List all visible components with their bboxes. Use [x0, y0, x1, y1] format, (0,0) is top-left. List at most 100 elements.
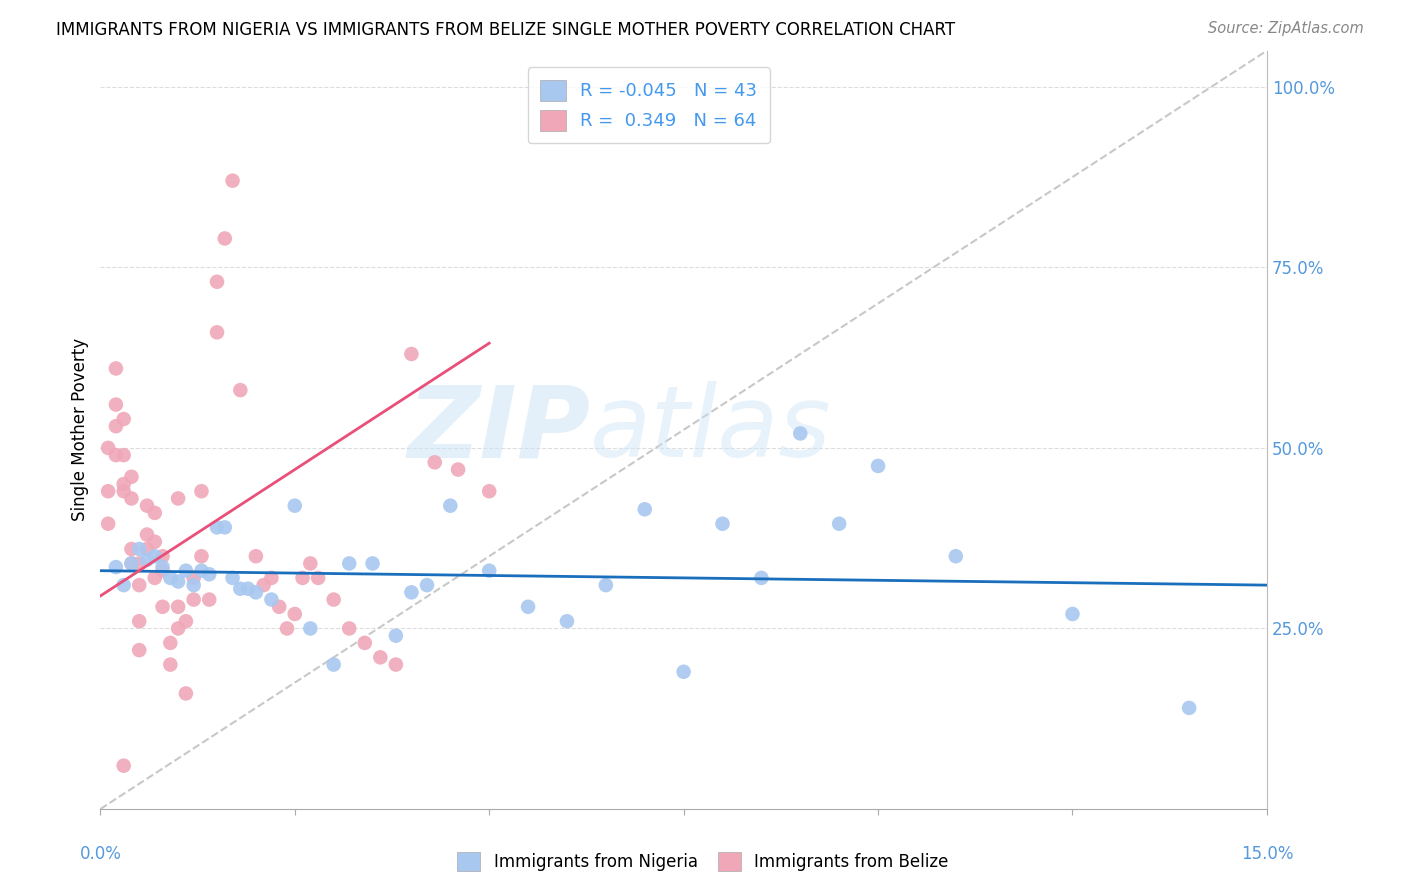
Point: [183, 571, 205, 585]
Point: [269, 599, 291, 614]
Point: [159, 636, 181, 650]
Point: [253, 578, 276, 592]
Point: [205, 326, 228, 340]
Point: [112, 758, 135, 772]
Point: [120, 491, 142, 506]
Point: [104, 419, 127, 434]
Point: [174, 614, 197, 628]
Point: [205, 520, 228, 534]
Point: [143, 506, 166, 520]
Point: [221, 174, 243, 188]
Point: [322, 592, 344, 607]
Point: [423, 455, 446, 469]
Point: [205, 275, 228, 289]
Point: [214, 520, 236, 534]
Point: [183, 578, 205, 592]
Text: atlas: atlas: [591, 382, 832, 478]
Point: [291, 571, 314, 585]
Point: [136, 527, 159, 541]
Point: [401, 585, 423, 599]
Point: [214, 231, 236, 245]
Point: [190, 549, 212, 564]
Point: [128, 614, 150, 628]
Point: [143, 571, 166, 585]
Point: [595, 578, 617, 592]
Point: [361, 557, 384, 571]
Point: [97, 516, 120, 531]
Point: [143, 534, 166, 549]
Point: [136, 541, 159, 556]
Legend: R = -0.045   N = 43, R =  0.349   N = 64: R = -0.045 N = 43, R = 0.349 N = 64: [527, 67, 769, 144]
Point: [190, 564, 212, 578]
Point: [112, 477, 135, 491]
Point: [112, 412, 135, 426]
Point: [143, 549, 166, 564]
Point: [245, 585, 267, 599]
Point: [945, 549, 967, 564]
Point: [260, 592, 283, 607]
Point: [337, 622, 360, 636]
Point: [385, 629, 408, 643]
Point: [789, 426, 811, 441]
Text: 0.0%: 0.0%: [79, 845, 121, 863]
Point: [868, 458, 890, 473]
Point: [128, 643, 150, 657]
Point: [221, 571, 243, 585]
Point: [174, 564, 197, 578]
Point: [385, 657, 408, 672]
Point: [152, 560, 174, 574]
Point: [104, 398, 127, 412]
Point: [284, 607, 307, 621]
Point: [517, 599, 540, 614]
Point: [128, 557, 150, 571]
Point: [260, 571, 283, 585]
Point: [120, 557, 142, 571]
Point: [112, 578, 135, 592]
Point: [120, 470, 142, 484]
Point: [416, 578, 439, 592]
Point: [190, 484, 212, 499]
Point: [245, 549, 267, 564]
Point: [353, 636, 375, 650]
Point: [104, 361, 127, 376]
Point: [128, 541, 150, 556]
Point: [439, 499, 461, 513]
Point: [112, 448, 135, 462]
Point: [152, 549, 174, 564]
Point: [284, 499, 307, 513]
Text: 15.0%: 15.0%: [1240, 845, 1294, 863]
Point: [97, 484, 120, 499]
Point: [104, 448, 127, 462]
Point: [136, 499, 159, 513]
Point: [672, 665, 695, 679]
Point: [112, 484, 135, 499]
Point: [174, 686, 197, 700]
Point: [555, 614, 578, 628]
Point: [120, 557, 142, 571]
Point: [198, 567, 221, 582]
Point: [307, 571, 329, 585]
Point: [401, 347, 423, 361]
Point: [159, 571, 181, 585]
Point: [711, 516, 734, 531]
Point: [128, 578, 150, 592]
Point: [1062, 607, 1084, 621]
Point: [337, 557, 360, 571]
Text: IMMIGRANTS FROM NIGERIA VS IMMIGRANTS FROM BELIZE SINGLE MOTHER POVERTY CORRELAT: IMMIGRANTS FROM NIGERIA VS IMMIGRANTS FR…: [56, 21, 955, 38]
Point: [634, 502, 657, 516]
Point: [159, 657, 181, 672]
Point: [447, 462, 470, 476]
Point: [198, 592, 221, 607]
Point: [368, 650, 391, 665]
Text: Source: ZipAtlas.com: Source: ZipAtlas.com: [1208, 21, 1364, 36]
Point: [167, 491, 190, 506]
Point: [167, 622, 190, 636]
Y-axis label: Single Mother Poverty: Single Mother Poverty: [72, 338, 89, 522]
Point: [299, 622, 322, 636]
Point: [478, 484, 501, 499]
Legend: Immigrants from Nigeria, Immigrants from Belize: Immigrants from Nigeria, Immigrants from…: [449, 843, 957, 880]
Point: [478, 564, 501, 578]
Point: [751, 571, 773, 585]
Point: [229, 383, 252, 397]
Point: [97, 441, 120, 455]
